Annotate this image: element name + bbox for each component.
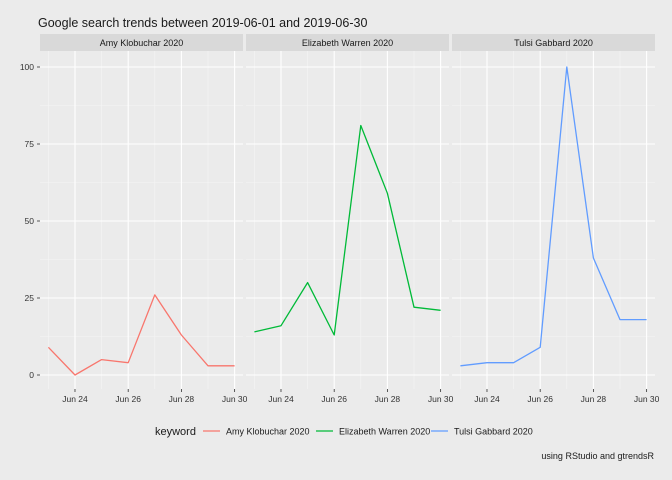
y-tick-label: 25 <box>25 293 35 303</box>
chart-caption: using RStudio and gtrendsR <box>541 451 654 461</box>
x-tick-label: Jun 30 <box>634 394 660 404</box>
series-line <box>460 66 647 367</box>
legend-label: Amy Klobuchar 2020 <box>226 427 310 437</box>
facet-strip <box>246 34 449 51</box>
plot-panel <box>452 51 655 389</box>
y-tick-label: 0 <box>29 370 34 380</box>
x-tick-label: Jun 24 <box>474 394 500 404</box>
facet-panel: Amy Klobuchar 2020 Jun 24 Jun 26 Jun 28 Jun … <box>40 34 248 404</box>
x-tick-label: Jun 30 <box>222 394 248 404</box>
legend: keyword Amy Klobuchar 2020 Elizabeth Warr… <box>155 426 533 438</box>
x-tick-label: Jun 24 <box>268 394 294 404</box>
y-axis: 0 25 50 75 100 <box>20 62 40 380</box>
x-tick-label: Jun 28 <box>581 394 607 404</box>
plot-panel <box>246 51 449 389</box>
facet-strip-label: Elizabeth Warren 2020 <box>302 38 393 48</box>
y-tick-label: 50 <box>25 216 35 226</box>
x-tick-label: Jun 28 <box>169 394 195 404</box>
facet-strip <box>40 34 243 51</box>
x-tick-label: Jun 30 <box>428 394 454 404</box>
plot-panel <box>40 51 243 389</box>
series-line <box>254 124 441 336</box>
x-tick-label: Jun 26 <box>115 394 141 404</box>
facet-panel: Tulsi Gabbard 2020 Jun 24 Jun 26 Jun 28 Jun … <box>452 34 660 404</box>
legend-label: Elizabeth Warren 2020 <box>339 427 430 437</box>
facet-strip-label: Tulsi Gabbard 2020 <box>514 38 593 48</box>
x-tick-label: Jun 28 <box>375 394 401 404</box>
facet-strip <box>452 34 655 51</box>
x-tick-label: Jun 26 <box>527 394 553 404</box>
facet-strip-label: Amy Klobuchar 2020 <box>100 38 184 48</box>
x-tick-label: Jun 26 <box>321 394 347 404</box>
chart-title: Google search trends between 2019-06-01 … <box>38 16 367 30</box>
legend-title: keyword <box>155 426 196 438</box>
facet-panel: Elizabeth Warren 2020 Jun 24 Jun 26 Jun 28 J… <box>246 34 454 404</box>
y-tick-label: 75 <box>25 139 35 149</box>
facet-panels: Amy Klobuchar 2020 Jun 24 Jun 26 Jun 28 Jun … <box>40 34 660 404</box>
y-tick-label: 100 <box>20 62 34 72</box>
x-tick-label: Jun 24 <box>62 394 88 404</box>
legend-label: Tulsi Gabbard 2020 <box>454 427 533 437</box>
series-line <box>47 294 235 376</box>
